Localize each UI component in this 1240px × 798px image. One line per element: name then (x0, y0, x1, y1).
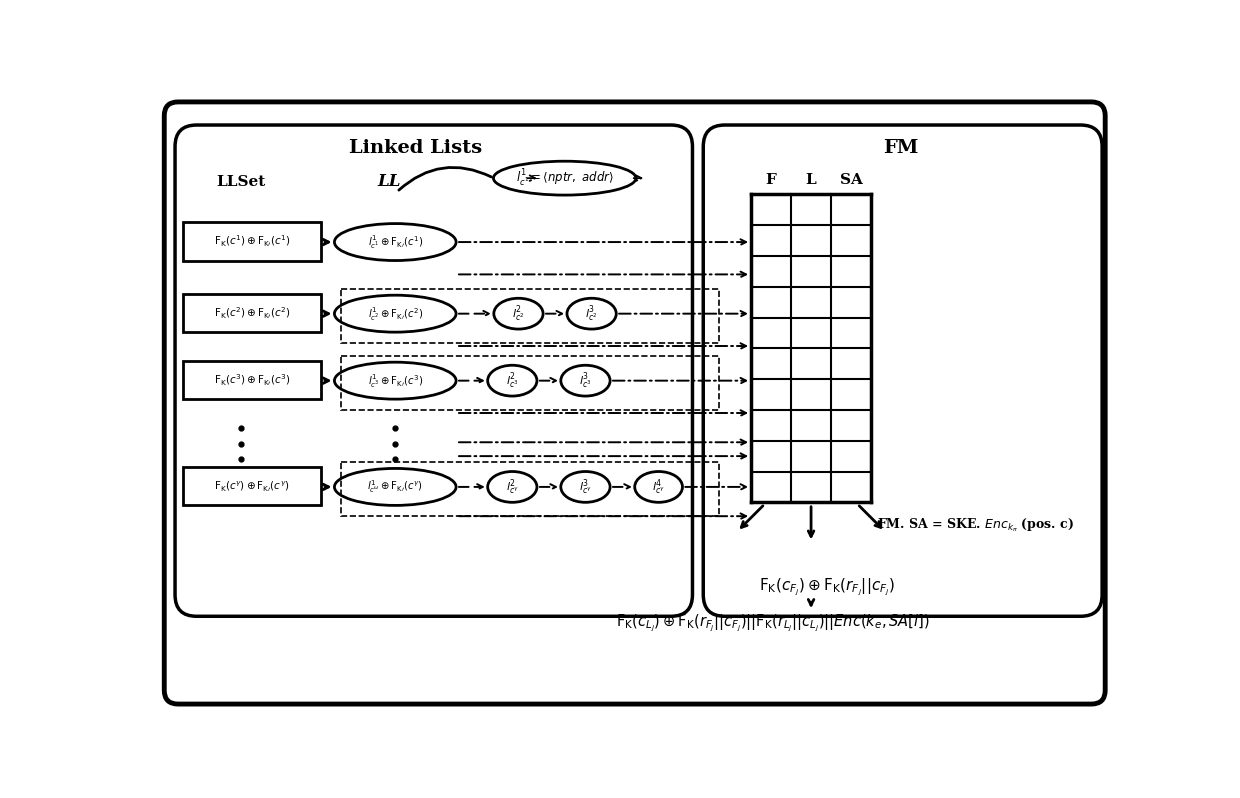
Ellipse shape (567, 298, 616, 329)
Text: $\mathrm{F_K}(c_{F_j})\oplus\mathrm{F_K}(r_{F_j}||c_{F_j})$: $\mathrm{F_K}(c_{F_j})\oplus\mathrm{F_K}… (759, 576, 895, 598)
Ellipse shape (335, 468, 456, 505)
Text: $l^1_{c^\omega}\oplus\mathrm{F_{K\prime}}(c^\gamma)$: $l^1_{c^\omega}\oplus\mathrm{F_{K\prime}… (367, 479, 423, 496)
Ellipse shape (335, 295, 456, 332)
Ellipse shape (335, 362, 456, 399)
Ellipse shape (494, 161, 636, 195)
Ellipse shape (635, 472, 682, 502)
Text: $l^3_{c^\gamma}$: $l^3_{c^\gamma}$ (579, 477, 591, 496)
Text: FM: FM (883, 139, 919, 157)
Text: $l^2_{c^2}$: $l^2_{c^2}$ (512, 303, 525, 324)
Text: $l^2_{c^\gamma}$: $l^2_{c^\gamma}$ (506, 477, 518, 496)
Text: $l^2_{c^3}$: $l^2_{c^3}$ (506, 370, 518, 391)
Bar (182, 361, 321, 399)
FancyBboxPatch shape (175, 125, 692, 616)
Ellipse shape (560, 472, 610, 502)
Bar (182, 222, 321, 260)
Text: $\mathrm{F_K}(c_{L_j})\oplus\mathrm{F_K}(r_{F_j}||c_{F_j})||\mathrm{F_K}(r_{L_j}: $\mathrm{F_K}(c_{L_j})\oplus\mathrm{F_K}… (616, 613, 930, 634)
Text: $\mathrm{F_K}(c^\gamma)\oplus\mathrm{F_{K\prime}}(c^\gamma)$: $\mathrm{F_K}(c^\gamma)\oplus\mathrm{F_{… (215, 479, 290, 493)
Ellipse shape (494, 298, 543, 329)
Text: F: F (765, 173, 776, 188)
Bar (751, 195, 872, 502)
Text: $\mathrm{F_K}(c^2)\oplus\mathrm{F_{K\prime}}(c^2)$: $\mathrm{F_K}(c^2)\oplus\mathrm{F_{K\pri… (213, 305, 290, 321)
Text: $l^1_{c^1} = \langle nptr,\ addr\rangle$: $l^1_{c^1} = \langle nptr,\ addr\rangle$ (516, 168, 614, 188)
Ellipse shape (335, 223, 456, 260)
Text: SA: SA (839, 173, 863, 188)
FancyBboxPatch shape (164, 102, 1105, 704)
Text: Linked Lists: Linked Lists (350, 139, 482, 157)
Bar (182, 294, 321, 332)
Bar (341, 289, 719, 343)
Text: L: L (806, 173, 816, 188)
Text: $l^1_{c^3}\oplus\mathrm{F_{K\prime}}(c^3)$: $l^1_{c^3}\oplus\mathrm{F_{K\prime}}(c^3… (367, 372, 423, 389)
FancyBboxPatch shape (703, 125, 1102, 616)
Text: LLSet: LLSet (217, 175, 265, 189)
Text: $l^4_{c^\gamma}$: $l^4_{c^\gamma}$ (652, 477, 665, 496)
Text: $l^1_{c^1}\oplus\mathrm{F_{K\prime}}(c^1)$: $l^1_{c^1}\oplus\mathrm{F_{K\prime}}(c^1… (367, 233, 423, 251)
Ellipse shape (560, 365, 610, 396)
Text: FM. SA = SKE. $\mathit{Enc}_{k_\pi}$ (pos. c): FM. SA = SKE. $\mathit{Enc}_{k_\pi}$ (po… (877, 516, 1074, 534)
Text: $\mathrm{F_K}(c^3)\oplus\mathrm{F_{K\prime}}(c^3)$: $\mathrm{F_K}(c^3)\oplus\mathrm{F_{K\pri… (213, 372, 290, 388)
Bar (182, 467, 321, 505)
Bar (341, 462, 719, 516)
Text: $l^3_{c^2}$: $l^3_{c^2}$ (585, 303, 598, 324)
Ellipse shape (487, 472, 537, 502)
Text: $l^1_{c^2}\oplus\mathrm{F_{K\prime}}(c^2)$: $l^1_{c^2}\oplus\mathrm{F_{K\prime}}(c^2… (367, 305, 423, 322)
Text: $l^3_{c^3}$: $l^3_{c^3}$ (579, 370, 591, 391)
Text: LL: LL (377, 173, 401, 191)
Text: $\mathrm{F_K}(c^1)\oplus\mathrm{F_{K\prime}}(c^1)$: $\mathrm{F_K}(c^1)\oplus\mathrm{F_{K\pri… (213, 234, 290, 249)
Ellipse shape (487, 365, 537, 396)
Bar (341, 356, 719, 410)
